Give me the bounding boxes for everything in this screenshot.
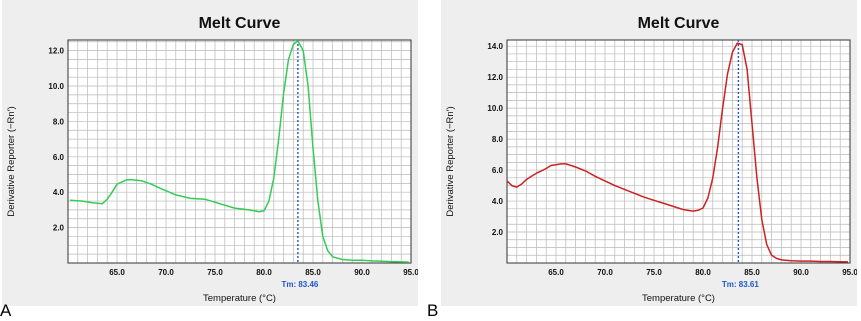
x-axis-label: Temperature (°C) [203, 293, 276, 304]
y-tick-label: 2.0 [53, 224, 65, 233]
x-tick-label: 70.0 [597, 268, 613, 277]
plot-frame [67, 39, 412, 264]
y-tick-label: 6.0 [53, 153, 65, 162]
x-tick-label: 65.0 [109, 268, 125, 277]
plot-area [68, 40, 411, 263]
x-axis-label: Temperature (°C) [642, 293, 715, 304]
plot-frame [506, 39, 851, 264]
tm-label: Tm: 83.61 [722, 280, 759, 289]
x-tick-label: 85.0 [744, 268, 760, 277]
chart-panel-b: Melt Curve 65.0 70.0 75.0 80.0 85.0 90.0 95.0 2.… [441, 0, 857, 306]
x-tick-label: 80.0 [256, 268, 272, 277]
chart-title: Melt Curve [638, 15, 720, 32]
x-tick-label: 85.0 [305, 268, 321, 277]
y-tick-label: 4.0 [492, 197, 504, 206]
x-tick-label: 95.0 [842, 268, 857, 277]
x-tick-label: 65.0 [548, 268, 564, 277]
y-tick-label: 10.0 [487, 104, 503, 113]
x-tick-label: 75.0 [646, 268, 662, 277]
x-tick-label: 95.0 [403, 268, 418, 277]
melt-curve-line [506, 42, 849, 263]
panel-label-a: A [0, 301, 12, 320]
y-tick-label: 12.0 [48, 47, 64, 56]
y-tick-label: 8.0 [492, 135, 504, 144]
x-tick-label: 75.0 [207, 268, 223, 277]
y-tick-label: 12.0 [487, 73, 503, 82]
y-axis-label: Derivative Reporter (−Rn′) [445, 106, 456, 216]
y-tick-label: 14.0 [487, 42, 503, 51]
y-tick-label: 6.0 [492, 166, 504, 175]
tm-label: Tm: 83.46 [281, 280, 318, 289]
melt-curve-chart-b: Melt Curve 65.0 70.0 75.0 80.0 85.0 90.0 95.0 2.… [445, 15, 857, 304]
melt-curve-chart-a: Melt Curve 65.0 70.0 75.0 80.0 85.0 90.0 95.0 2.… [6, 15, 418, 304]
chart-panel-a: Melt Curve 65.0 70.0 75.0 80.0 85.0 90.0 95.0 2.… [2, 0, 418, 306]
chart-title: Melt Curve [199, 15, 281, 32]
x-tick-label: 90.0 [354, 268, 370, 277]
y-tick-label: 8.0 [53, 117, 65, 126]
grid [506, 40, 851, 264]
x-tick-label: 90.0 [793, 268, 809, 277]
y-tick-label: 4.0 [53, 188, 65, 197]
y-tick-label: 10.0 [48, 82, 64, 91]
y-tick-label: 2.0 [492, 228, 504, 237]
x-tick-label: 80.0 [695, 268, 711, 277]
panel-label-b: B [427, 301, 439, 320]
y-axis-label: Derivative Reporter (−Rn′) [6, 106, 17, 216]
x-tick-label: 70.0 [158, 268, 174, 277]
plot-area [507, 40, 850, 263]
melt-curve-line [69, 40, 410, 263]
grid [67, 40, 412, 264]
